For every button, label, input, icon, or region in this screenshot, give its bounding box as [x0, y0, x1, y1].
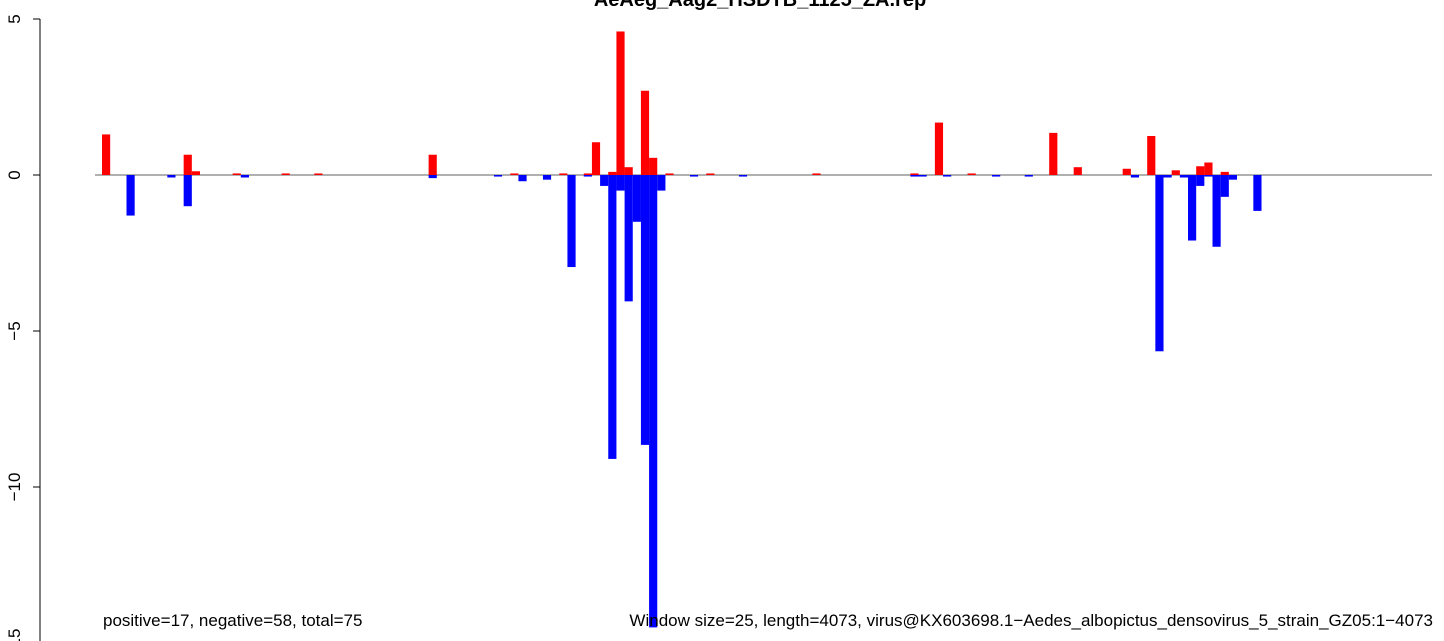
positive-bar: [1147, 136, 1156, 175]
chart-title: AeAeg_Aag2_HSDTB_1125_ZA.rep: [594, 0, 926, 11]
negative-bar: [1228, 175, 1238, 180]
negative-bar: [167, 175, 176, 178]
positive-bar: [616, 31, 625, 176]
positive-bar: [1204, 162, 1213, 175]
negative-bar: [649, 175, 658, 628]
positive-bar: [232, 173, 241, 175]
positive-bar: [1171, 170, 1180, 175]
positive-bar: [665, 173, 674, 175]
negative-bar: [428, 175, 437, 179]
positive-bar: [102, 134, 111, 175]
negative-bar: [240, 175, 249, 178]
negative-bar: [567, 175, 576, 268]
negative-bar: [918, 175, 927, 177]
negative-bar: [1204, 175, 1213, 177]
negative-bar: [624, 175, 633, 302]
y-axis: 5 0 −5 −10 −15: [5, 14, 41, 641]
negative-bar: [542, 175, 552, 180]
negative-bar: [689, 175, 699, 177]
negative-bar: [1212, 175, 1221, 247]
y-tick-label: −5: [5, 321, 24, 340]
positive-bar: [1220, 171, 1229, 175]
positive-bar: [281, 173, 290, 175]
footer-counts: positive=17, negative=58, total=75: [103, 611, 362, 630]
negative-bar: [1253, 175, 1262, 211]
negative-bar: [126, 175, 135, 216]
negative-bar: [183, 175, 192, 207]
positive-bar: [428, 154, 437, 175]
positive-bar: [910, 173, 919, 175]
positive-bar: [706, 173, 715, 175]
positive-bar: [608, 171, 617, 175]
bars: [102, 31, 1262, 628]
negative-bar: [1155, 175, 1164, 352]
negative-bar: [1220, 175, 1229, 197]
positive-bar: [314, 173, 323, 175]
negative-bar: [608, 175, 617, 459]
negative-bar: [1163, 175, 1172, 178]
negative-bar: [616, 175, 625, 191]
positive-bar: [183, 154, 192, 175]
negative-bar: [600, 175, 609, 186]
positive-bar: [1122, 168, 1131, 175]
negative-bar: [493, 175, 503, 177]
positive-bar: [583, 173, 592, 175]
negative-bar: [657, 175, 666, 191]
y-tick-label: −15: [5, 629, 24, 641]
positive-bar: [1196, 166, 1205, 175]
negative-bar: [583, 175, 592, 177]
negative-bar: [640, 175, 650, 445]
y-tick-label: −10: [5, 473, 24, 502]
positive-bar: [967, 173, 976, 175]
negative-bar: [1024, 175, 1033, 177]
positive-bar: [559, 173, 568, 175]
positive-bar: [812, 173, 821, 175]
negative-bar: [910, 175, 919, 177]
positive-bar: [191, 171, 200, 175]
negative-bar: [1130, 175, 1140, 178]
positive-bar: [1073, 167, 1082, 175]
footer-window-info: Window size=25, length=4073, virus@KX603…: [629, 611, 1433, 630]
positive-bar: [510, 173, 519, 175]
negative-bar: [992, 175, 1001, 177]
negative-bar: [518, 175, 527, 182]
positive-bar: [649, 157, 658, 175]
y-tick-label: 5: [5, 14, 24, 23]
y-tick-label: 0: [5, 170, 24, 179]
positive-bar: [624, 167, 633, 175]
negative-bar: [632, 175, 641, 222]
negative-bar: [738, 175, 748, 177]
positive-bar: [591, 142, 601, 175]
positive-bar: [640, 90, 650, 175]
negative-bar: [1196, 175, 1205, 186]
positive-bar: [934, 122, 944, 175]
negative-bar: [1179, 175, 1189, 178]
negative-bar: [943, 175, 952, 177]
positive-bar: [1049, 132, 1058, 175]
negative-bar: [1188, 175, 1197, 241]
